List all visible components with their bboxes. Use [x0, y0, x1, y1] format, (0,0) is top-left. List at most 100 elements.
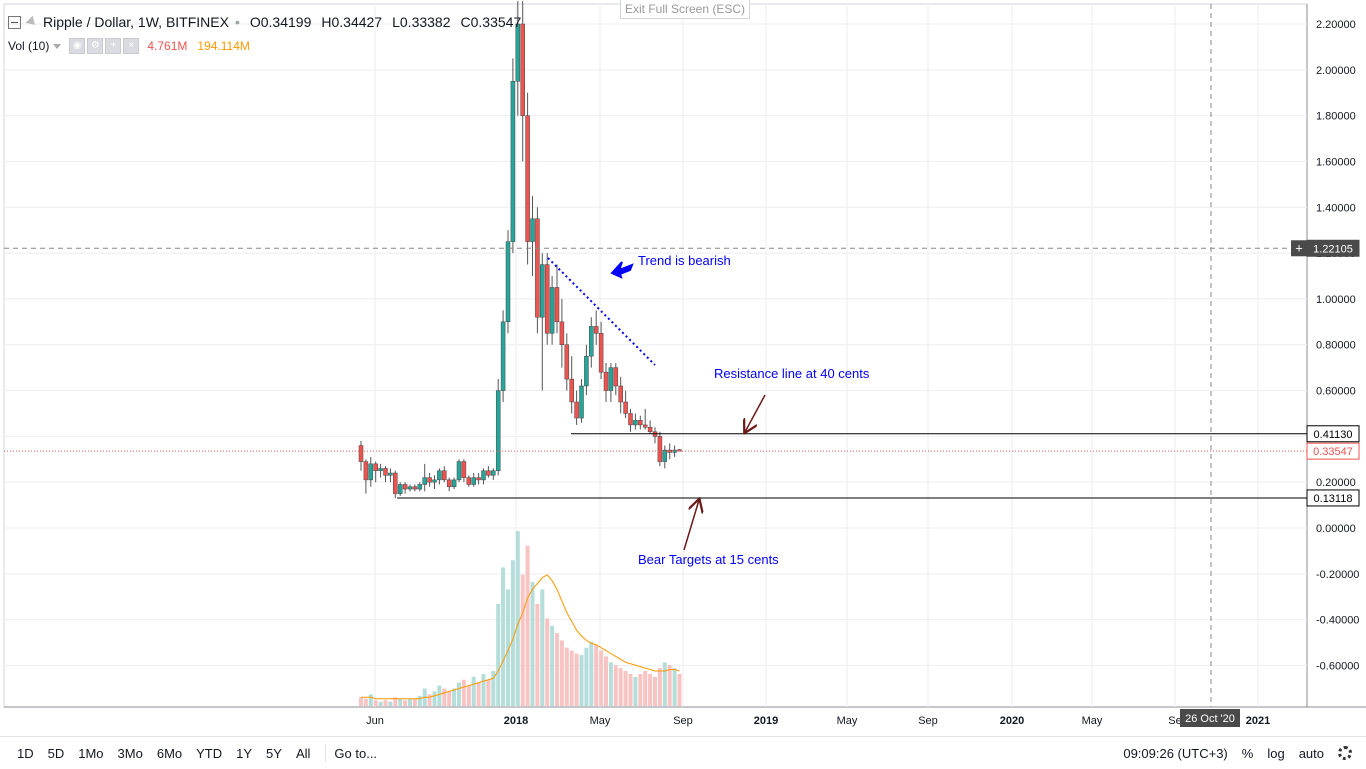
volume-bar — [559, 640, 564, 706]
candle — [427, 477, 432, 483]
y-tick-label: 0.20000 — [1316, 477, 1356, 489]
candle — [432, 479, 437, 483]
volume-bar — [672, 668, 677, 706]
x-tick-label: 2021 — [1246, 715, 1270, 727]
volume-bar — [457, 682, 461, 706]
collapse-icon[interactable] — [8, 15, 21, 29]
volume-bar — [648, 673, 653, 706]
volume-bar — [520, 574, 525, 706]
gear-icon[interactable] — [1338, 746, 1352, 760]
y-tick-label: 1.60000 — [1316, 156, 1356, 168]
close-icon[interactable]: × — [123, 38, 140, 54]
candle — [647, 426, 653, 433]
volume-bar — [491, 671, 496, 706]
x-tick-label: 2020 — [1000, 715, 1024, 727]
plus-icon[interactable]: + — [105, 38, 122, 54]
exit-fullscreen-button[interactable]: Exit Full Screen (ESC) — [620, 0, 750, 19]
candle — [525, 115, 530, 242]
volume-bar — [363, 698, 368, 706]
volume-bar — [653, 676, 657, 706]
candle — [422, 477, 427, 485]
volume-bar — [657, 668, 662, 706]
candle — [638, 420, 643, 426]
plus-icon: + — [1295, 240, 1303, 255]
open-label: O — [249, 14, 261, 30]
volume-bar — [579, 654, 584, 706]
toolbar-right: 09:09:26 (UTC+3) % log auto — [1109, 737, 1352, 769]
volume-bar — [623, 671, 628, 706]
range-1mo[interactable]: 1Mo — [78, 745, 104, 761]
candle — [505, 241, 511, 323]
x-tick-label: Jun — [366, 715, 384, 727]
range-3mo[interactable]: 3Mo — [117, 745, 143, 761]
volume-bar — [530, 582, 535, 706]
volume-bar — [643, 671, 648, 706]
chevron-down-icon[interactable] — [53, 43, 62, 49]
x-tick-label: May — [837, 715, 858, 727]
range-all[interactable]: All — [295, 745, 311, 761]
current-price-label-bg — [1306, 442, 1360, 460]
more-icon[interactable]: • — [234, 14, 240, 30]
candle — [412, 486, 418, 490]
volume-bar — [662, 662, 667, 706]
volume-bar — [608, 662, 613, 706]
close-value: 0.33547 — [470, 14, 522, 30]
range-5y[interactable]: 5Y — [266, 745, 282, 761]
divider — [325, 744, 327, 762]
crosshair-plus-bg — [1291, 240, 1307, 257]
candle — [486, 470, 491, 476]
log-toggle[interactable]: log — [1267, 745, 1285, 761]
percent-toggle[interactable]: % — [1241, 745, 1254, 761]
low-value: 0.33382 — [399, 14, 451, 30]
candle — [368, 463, 374, 481]
candle — [437, 470, 442, 481]
low-label: L — [392, 14, 400, 30]
x-tick-label: 2019 — [754, 715, 778, 727]
goto-button[interactable]: Go to... — [334, 745, 378, 761]
range-5d[interactable]: 5D — [47, 745, 65, 761]
volume-bar — [383, 700, 388, 706]
candle — [564, 344, 570, 380]
candle — [491, 470, 496, 476]
close-label: C — [460, 14, 471, 30]
candle — [530, 218, 535, 242]
candle — [383, 468, 388, 476]
candle — [579, 385, 584, 419]
price-chart[interactable]: Jun 2018 May Sep 2019 May Sep 2020 May Se 2021 2.2… — [0, 0, 1366, 736]
x-tick-label: May — [1082, 715, 1103, 727]
x-tick-label: 2018 — [504, 715, 528, 727]
ohlc-high: H0.34427 — [321, 14, 382, 30]
volume-bar — [633, 676, 638, 706]
volume-bar — [599, 650, 604, 706]
volume-bar — [368, 694, 373, 706]
volume-title[interactable]: Vol (10) — [8, 39, 50, 53]
y-tick-label: 1.00000 — [1316, 294, 1356, 306]
volume-bar — [481, 673, 486, 706]
auto-toggle[interactable]: auto — [1298, 745, 1324, 761]
range-ytd[interactable]: YTD — [196, 745, 223, 761]
volume-bar — [584, 647, 589, 706]
range-1d[interactable]: 1D — [17, 745, 34, 761]
eye-icon[interactable]: ◉ — [69, 38, 86, 54]
volume-bar — [564, 647, 569, 706]
volume-bar — [535, 603, 540, 706]
settings-icon[interactable]: ⚙ — [87, 38, 104, 54]
candle — [618, 385, 623, 403]
candle — [388, 472, 393, 476]
range-6mo[interactable]: 6Mo — [156, 745, 183, 761]
volume-bar — [510, 560, 515, 706]
volume-bar — [393, 697, 398, 706]
volume-legend: Vol (10) ◉ ⚙ + × 4.761M 194.114M — [8, 38, 250, 54]
range-1y[interactable]: 1Y — [236, 745, 253, 761]
volume-ma-value: 194.114M — [197, 39, 250, 53]
volume-bar — [555, 633, 559, 706]
crosshair-date-label: 26 Oct '20 — [1185, 713, 1235, 725]
symbol-title[interactable]: Ripple / Dollar, 1W, BITFINEX — [43, 14, 229, 30]
crosshair-price-label: 1.22105 — [1313, 243, 1353, 255]
candle — [466, 477, 472, 485]
clock[interactable]: 09:09:26 (UTC+3) — [1123, 745, 1228, 761]
flag-icon[interactable] — [25, 15, 39, 29]
crosshair-price-label-bg — [1306, 239, 1360, 257]
volume-bar — [486, 679, 491, 706]
y-tick-label: 0.80000 — [1316, 340, 1356, 352]
